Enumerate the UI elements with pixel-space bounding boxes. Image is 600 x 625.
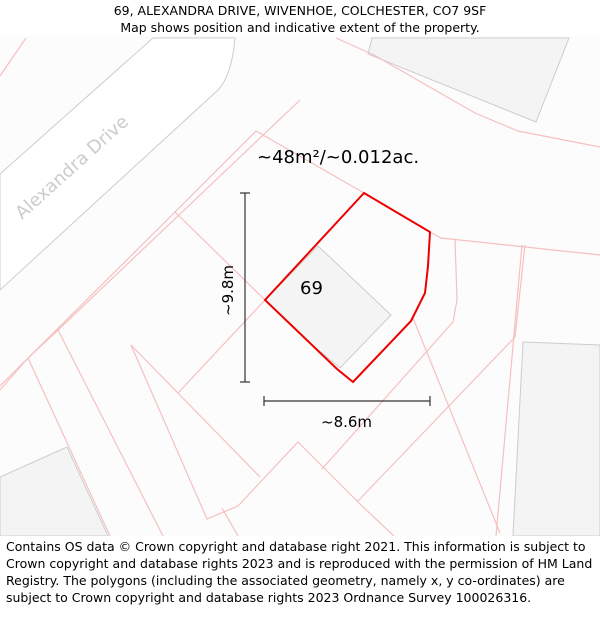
parcel-boundaries: [0, 37, 600, 536]
map-header: 69, ALEXANDRA DRIVE, WIVENHOE, COLCHESTE…: [0, 0, 600, 36]
property-address: 69, ALEXANDRA DRIVE, WIVENHOE, COLCHESTE…: [113, 3, 487, 18]
property-map[interactable]: Alexandra Drive ~48m²/~0.012ac. 69 ~9.8m…: [0, 36, 600, 536]
building-top-right: [367, 37, 570, 123]
width-measure-bar: [263, 396, 431, 406]
road-alexandra-drive: [0, 37, 236, 291]
area-label: ~48m²/~0.012ac.: [257, 147, 419, 168]
plot-number-label: 69: [300, 278, 323, 299]
building-right: [512, 341, 600, 536]
width-measure-label: ~8.6m: [321, 413, 372, 431]
property-boundary-outline[interactable]: [263, 191, 432, 384]
height-measure-bar: [240, 192, 250, 383]
map-subtitle: Map shows position and indicative extent…: [120, 20, 480, 35]
copyright-attribution: Contains OS data © Crown copyright and d…: [6, 539, 593, 605]
height-measure-label: ~9.8m: [219, 265, 237, 316]
building-bottom-left: [0, 446, 109, 536]
